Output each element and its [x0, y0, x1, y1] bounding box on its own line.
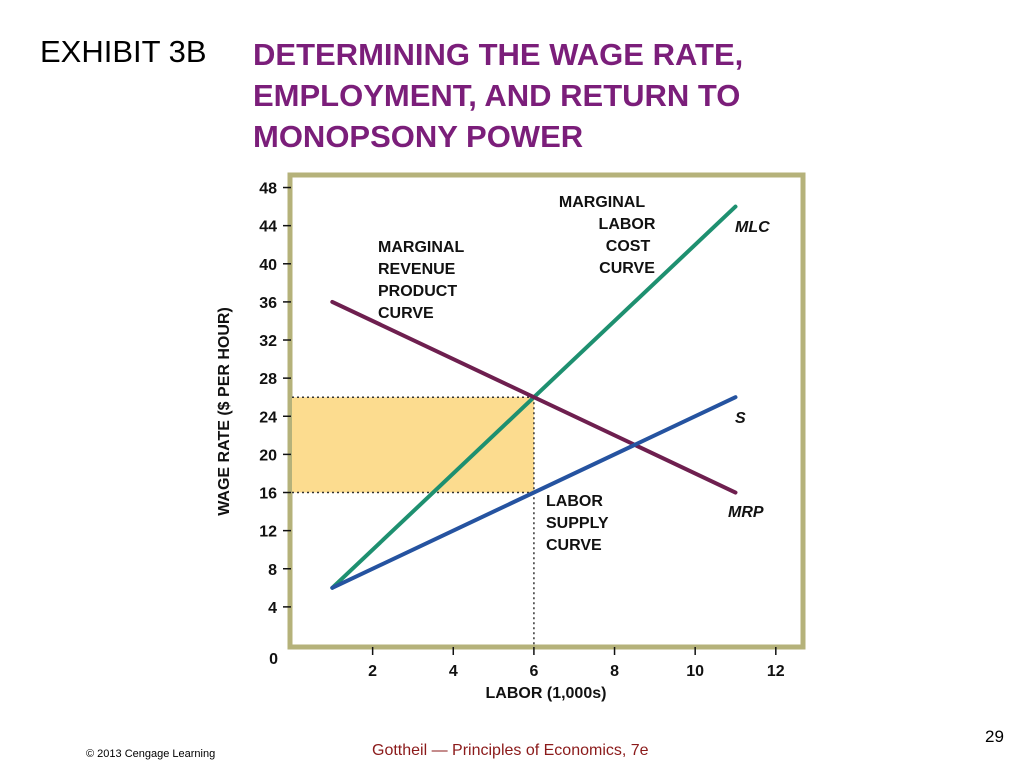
- monopsony-shaded-area: [292, 397, 534, 493]
- curve-description-label: PRODUCT: [378, 283, 457, 300]
- curve-description-label: MARGINAL: [378, 239, 464, 256]
- x-tick-label: 6: [529, 663, 538, 680]
- x-tick-label: 2: [368, 663, 377, 680]
- y-tick-label: 36: [259, 295, 277, 312]
- series-end-label: MLC: [735, 219, 770, 236]
- y-tick-label: 24: [259, 409, 277, 426]
- x-tick-label: 10: [686, 663, 704, 680]
- origin-label: 0: [269, 651, 278, 668]
- book-citation: Gottheil — Principles of Economics, 7e: [372, 742, 649, 759]
- title-line: DETERMINING THE WAGE RATE,: [253, 37, 744, 72]
- title-line: MONOPSONY POWER: [253, 119, 584, 154]
- page-number: 29: [985, 727, 1004, 746]
- curve-description-label: CURVE: [546, 537, 602, 554]
- x-tick-label: 12: [767, 663, 785, 680]
- slide-title: DETERMINING THE WAGE RATE, EMPLOYMENT, A…: [253, 34, 853, 157]
- y-axis-label: WAGE RATE ($ PER HOUR): [216, 307, 233, 516]
- curve-description-label: LABOR: [599, 216, 656, 233]
- supply-curve: [330, 395, 738, 590]
- y-tick-label: 20: [259, 447, 277, 464]
- curve-description-label: LABOR: [546, 493, 603, 510]
- title-line: EMPLOYMENT, AND RETURN TO: [253, 78, 741, 113]
- y-tick-label: 8: [268, 562, 277, 579]
- series-end-label: S: [735, 410, 746, 427]
- y-tick-label: 4: [268, 600, 277, 617]
- x-tick-label: 4: [449, 663, 458, 680]
- curve-description-label: COST: [606, 238, 651, 255]
- curve-description-label: MARGINAL: [559, 194, 645, 211]
- curve-description-label: CURVE: [599, 260, 655, 277]
- mrp-curve: [330, 299, 738, 495]
- y-tick-label: 48: [259, 181, 277, 198]
- copyright-text: © 2013 Cengage Learning: [86, 748, 216, 760]
- curve-description-label: SUPPLY: [546, 515, 609, 532]
- x-tick-label: 8: [610, 663, 619, 680]
- y-tick-label: 16: [259, 486, 277, 503]
- exhibit-label: EXHIBIT 3B: [40, 34, 207, 69]
- y-tick-label: 28: [259, 371, 277, 388]
- y-tick-label: 40: [259, 257, 277, 274]
- x-axis-label: LABOR (1,000s): [486, 685, 607, 702]
- y-tick-label: 32: [259, 333, 277, 350]
- y-tick-label: 12: [259, 524, 277, 541]
- curve-description-label: REVENUE: [378, 261, 456, 278]
- y-tick-label: 44: [259, 219, 277, 236]
- curve-description-label: CURVE: [378, 305, 434, 322]
- series-end-label: MRP: [728, 504, 764, 521]
